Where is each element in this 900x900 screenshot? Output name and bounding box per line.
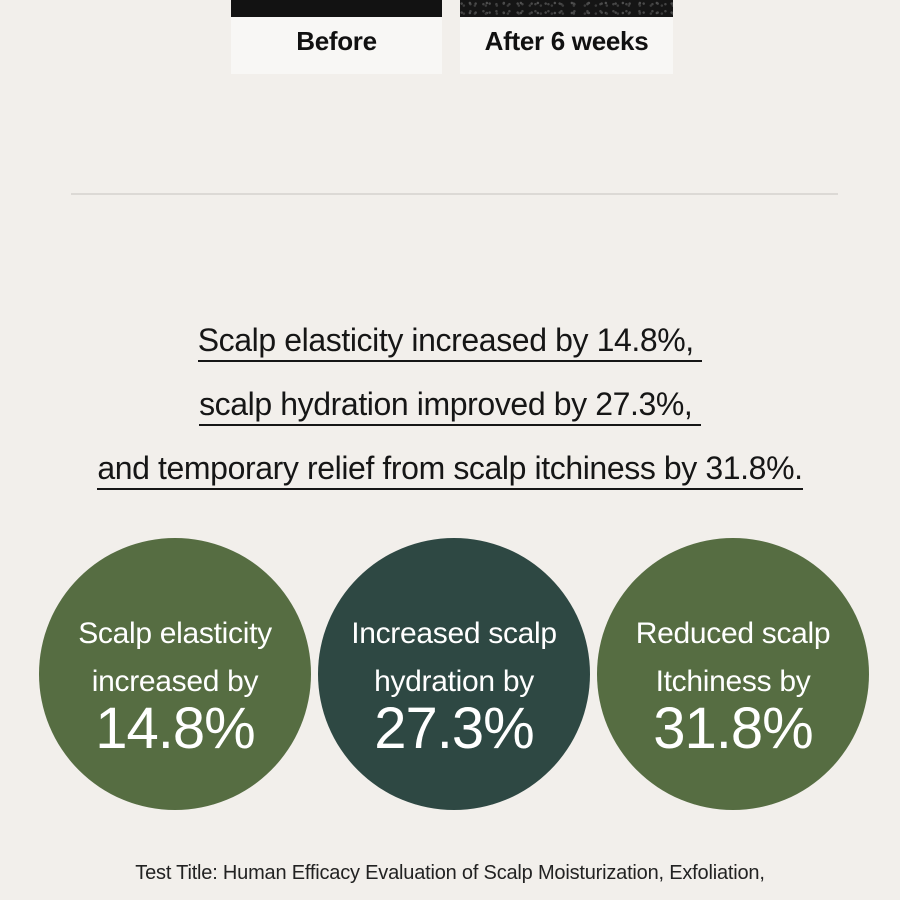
stat-value: 27.3%	[374, 696, 534, 761]
test-title-footnote: Test Title: Human Efficacy Evaluation of…	[135, 862, 765, 884]
stat-circle-hydration: Increased scalp hydration by 27.3%	[318, 538, 590, 810]
stat-label-line: hydration by	[374, 665, 534, 698]
claim-line-hydration: scalp hydration improved by 27.3%,	[0, 386, 900, 426]
stat-label-line: Reduced scalp	[635, 617, 831, 650]
claim-text: scalp hydration improved by 27.3%,	[199, 386, 701, 426]
stat-label-line: Scalp elasticity	[78, 617, 272, 650]
before-photo-card: Before	[231, 0, 442, 74]
section-divider	[71, 193, 838, 195]
claim-line-itchiness: and temporary relief from scalp itchines…	[0, 450, 900, 490]
claim-text: and temporary relief from scalp itchines…	[97, 450, 803, 490]
stat-circle-elasticity: Scalp elasticity increased by 14.8%	[39, 538, 311, 810]
after-photo-card: After 6 weeks	[460, 0, 673, 74]
before-photo	[231, 0, 442, 17]
after-caption: After 6 weeks	[484, 26, 649, 56]
stat-label-line: Itchiness by	[655, 665, 811, 698]
after-photo	[460, 0, 673, 17]
stat-circle-itchiness: Reduced scalp Itchiness by 31.8%	[597, 538, 869, 810]
stat-label-line: Increased scalp	[351, 617, 557, 650]
claim-line-elasticity: Scalp elasticity increased by 14.8%,	[0, 322, 900, 362]
before-caption: Before	[296, 26, 377, 56]
stat-label: Reduced scalp Itchiness by	[597, 610, 869, 706]
stat-label: Increased scalp hydration by	[318, 610, 590, 706]
stat-label: Scalp elasticity increased by	[39, 610, 311, 706]
claim-text: Scalp elasticity increased by 14.8%,	[197, 322, 703, 362]
stat-label-line: increased by	[91, 665, 259, 698]
stat-value: 14.8%	[95, 696, 255, 761]
stat-value: 31.8%	[653, 696, 813, 761]
